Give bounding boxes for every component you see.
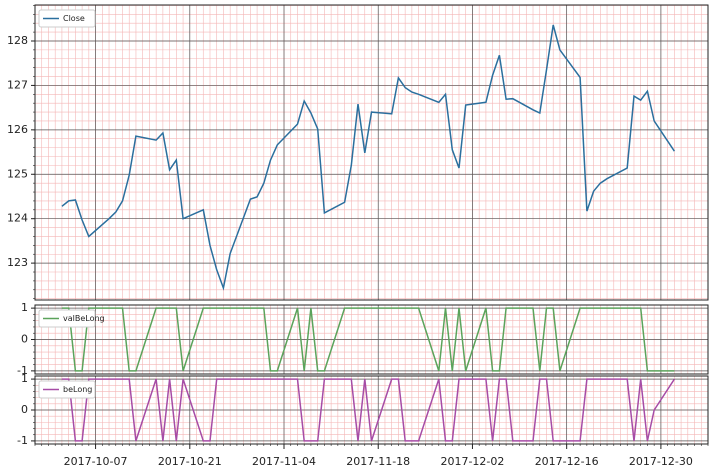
legend-box (38, 380, 96, 399)
x-tick-label: 2017-12-02 (440, 455, 504, 468)
legend-box (38, 309, 96, 328)
y-tick-label: 126 (7, 123, 28, 136)
legend-label: valBeLong (63, 314, 105, 323)
y-tick-label: 0 (21, 333, 28, 346)
plot-frame (34, 4, 709, 301)
y-tick-label: 0 (21, 403, 28, 416)
x-tick-label: 2017-12-16 (535, 455, 599, 468)
legend-box (38, 9, 96, 28)
y-tick-label: -1 (17, 434, 28, 447)
y-tick-label: 128 (7, 34, 28, 47)
plot-frame (34, 304, 709, 375)
y-tick-label: 1 (21, 372, 28, 385)
data-line (61, 378, 676, 442)
y-tick-label: 1 (21, 301, 28, 314)
data-line (61, 24, 676, 291)
y-tick-label: 124 (7, 212, 28, 225)
y-tick-label: 125 (7, 167, 28, 180)
x-tick-label: 2017-11-04 (252, 455, 316, 468)
x-tick-label: 2017-12-30 (629, 455, 693, 468)
y-tick-label: 123 (7, 256, 28, 269)
y-tick-label: 127 (7, 78, 28, 91)
legend-label: Close (63, 14, 85, 23)
y-tick-label: -1 (17, 364, 28, 377)
legend-label: beLong (63, 385, 92, 394)
x-tick-label: 2017-11-18 (346, 455, 410, 468)
data-line (61, 307, 675, 372)
x-tick-label: 2017-10-07 (64, 455, 128, 468)
x-tick-label: 2017-10-21 (158, 455, 222, 468)
